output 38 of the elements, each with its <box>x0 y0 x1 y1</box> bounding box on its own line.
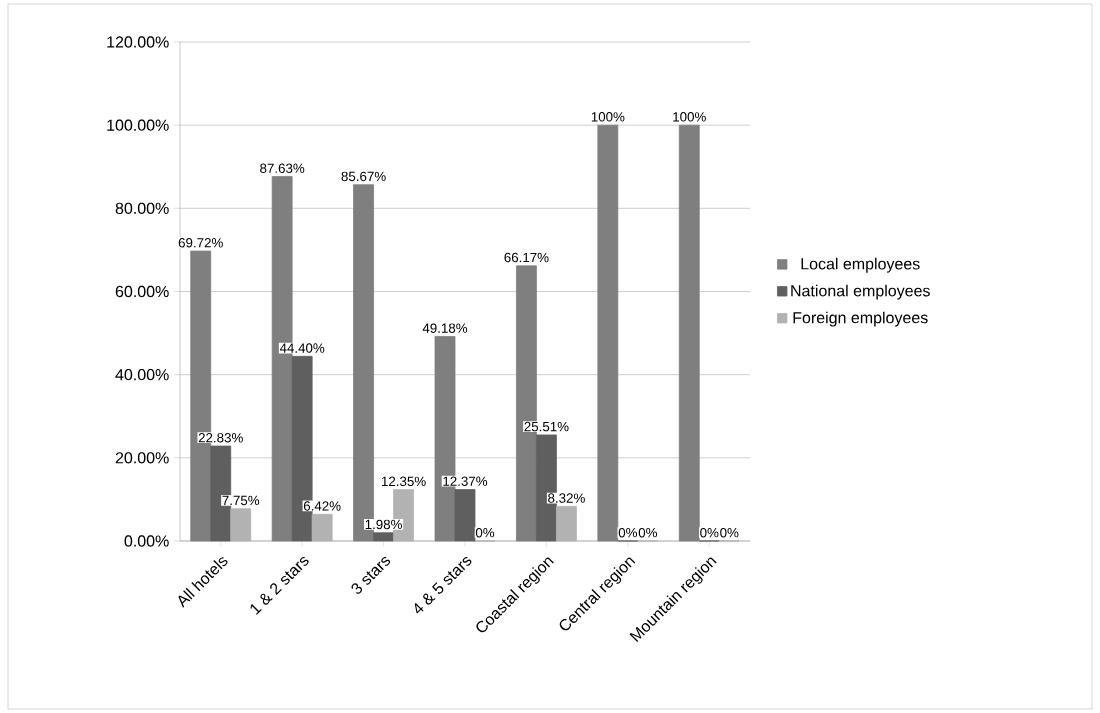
data-label: 0% <box>700 527 719 538</box>
data-label: 25.51% <box>524 421 569 432</box>
y-tick-label: 0.00% <box>124 535 169 547</box>
bar <box>556 505 577 542</box>
bar <box>678 124 700 542</box>
y-tick-label: 80.00% <box>115 202 169 214</box>
data-label: 66.17% <box>504 252 549 263</box>
y-tick-label: 100.00% <box>107 119 169 131</box>
data-label: 85.67% <box>341 171 386 182</box>
y-tick-label: 120.00% <box>107 36 169 48</box>
data-label: 87.63% <box>260 163 305 173</box>
data-label: 44.40% <box>279 343 325 353</box>
bar <box>454 489 476 542</box>
data-label: 100% <box>673 112 706 122</box>
data-label: 69.72% <box>178 238 223 248</box>
bar <box>597 124 619 542</box>
bar <box>373 532 394 542</box>
data-label: 6.42% <box>303 501 341 511</box>
data-label: 8.32% <box>548 493 585 503</box>
data-label: 0% <box>638 527 658 538</box>
bar <box>311 513 333 542</box>
data-label: 0% <box>475 527 495 538</box>
y-tick-label: 60.00% <box>115 285 169 298</box>
legend-label: Local employees <box>801 257 920 273</box>
data-label: 0% <box>720 527 739 538</box>
data-label: 1.98% <box>365 519 403 530</box>
data-label: 7.75% <box>222 495 260 506</box>
legend-label: Foreign employees <box>793 311 928 327</box>
legend-label: National employees <box>791 284 930 300</box>
data-label: 22.83% <box>198 433 243 443</box>
y-tick-label: 20.00% <box>115 452 169 464</box>
data-label: 12.37% <box>443 476 488 486</box>
data-label: 0% <box>618 527 638 538</box>
data-label: 100% <box>591 112 625 122</box>
bar <box>230 508 252 542</box>
data-label: 12.35% <box>381 476 426 487</box>
y-tick-label: 40.00% <box>115 369 169 381</box>
data-label: 49.18% <box>422 323 468 333</box>
